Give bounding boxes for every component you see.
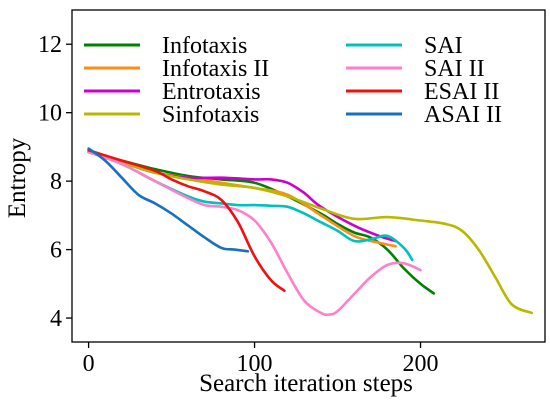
series-line-sai bbox=[87, 150, 414, 262]
y-tick-label: 8 bbox=[50, 169, 62, 195]
x-tick-label: 100 bbox=[237, 351, 273, 377]
legend-label-sai-ii: SAI II bbox=[424, 56, 485, 82]
legend-label-entrotaxis: Entrotaxis bbox=[162, 79, 261, 105]
legend-label-esai-ii: ESAI II bbox=[424, 79, 499, 105]
legend-label-sinfotaxis: Sinfotaxis bbox=[162, 102, 259, 128]
y-axis-label: Entropy bbox=[4, 137, 31, 218]
plot-frame bbox=[71, 9, 546, 343]
series-line-asai-ii bbox=[87, 147, 250, 253]
x-tick-label: 200 bbox=[403, 351, 439, 377]
series-layer bbox=[87, 147, 533, 317]
x-tick-label: 0 bbox=[83, 351, 95, 377]
legend-label-infotaxis-ii: Infotaxis II bbox=[162, 56, 269, 82]
axes-layer: 0 100 200 4 6 8 10 12 bbox=[38, 32, 439, 377]
legend-label-asai-ii: ASAI II bbox=[424, 102, 502, 128]
y-tick-label: 12 bbox=[38, 32, 62, 58]
x-axis-label: Search iteration steps bbox=[199, 370, 413, 397]
legend-label-infotaxis: Infotaxis bbox=[162, 33, 247, 59]
series-line-esai-ii bbox=[87, 149, 286, 292]
y-tick-label: 10 bbox=[38, 101, 62, 127]
y-tick-label: 4 bbox=[50, 306, 62, 332]
series-line-sinfotaxis bbox=[87, 150, 533, 315]
legend-label-sai: SAI bbox=[424, 33, 463, 59]
y-tick-label: 6 bbox=[50, 238, 62, 264]
series-line-sai-ii bbox=[87, 150, 422, 317]
